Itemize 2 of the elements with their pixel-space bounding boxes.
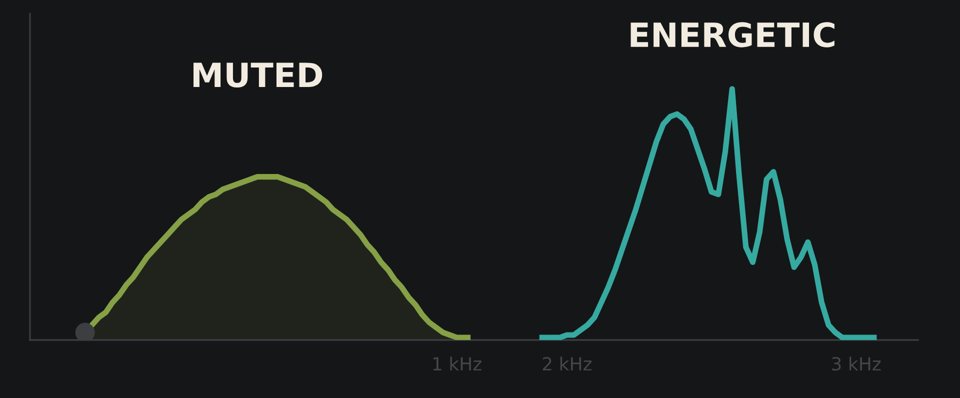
text: MUTED xyxy=(194,62,322,88)
series-label: ENERGETIC xyxy=(630,22,834,48)
